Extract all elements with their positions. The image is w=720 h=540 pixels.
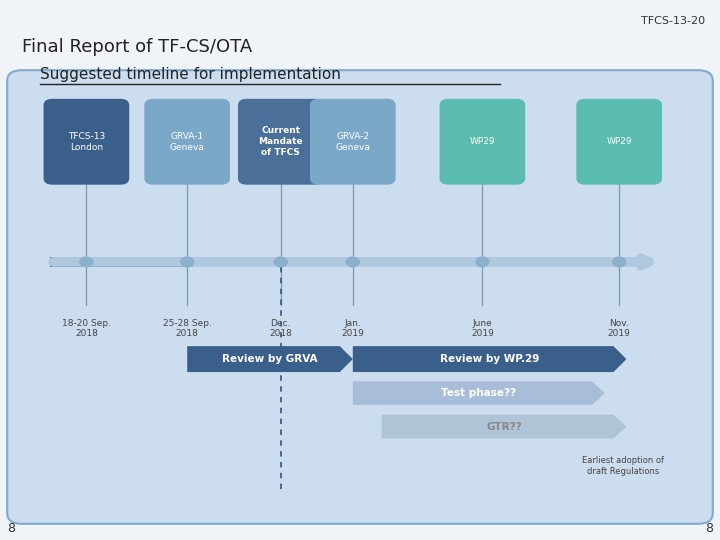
- Text: 18-20 Sep.
2018: 18-20 Sep. 2018: [62, 319, 111, 338]
- Text: Test phase??: Test phase??: [441, 388, 516, 398]
- Text: TFCS-13-20: TFCS-13-20: [642, 16, 706, 26]
- Text: June
2019: June 2019: [471, 319, 494, 338]
- Circle shape: [80, 257, 93, 267]
- Text: TFCS-13
London: TFCS-13 London: [68, 132, 105, 152]
- Text: Dec.
2018: Dec. 2018: [269, 319, 292, 338]
- Text: GRVA-2
Geneva: GRVA-2 Geneva: [336, 132, 370, 152]
- Text: Final Report of TF-CS/OTA: Final Report of TF-CS/OTA: [22, 38, 252, 56]
- Text: Nov.
2019: Nov. 2019: [608, 319, 631, 338]
- Text: Review by WP.29: Review by WP.29: [440, 354, 539, 364]
- Circle shape: [346, 257, 359, 267]
- Text: 8: 8: [705, 522, 713, 535]
- Text: 25-28 Sep.
2018: 25-28 Sep. 2018: [163, 319, 212, 338]
- Polygon shape: [353, 346, 626, 372]
- Text: GTR??: GTR??: [486, 422, 522, 431]
- Text: Current
Mandate
of TFCS: Current Mandate of TFCS: [258, 126, 303, 157]
- Text: Review by GRVA: Review by GRVA: [222, 354, 318, 364]
- FancyBboxPatch shape: [44, 99, 130, 185]
- Circle shape: [274, 257, 287, 267]
- FancyBboxPatch shape: [238, 99, 324, 185]
- Text: WP29: WP29: [606, 137, 632, 146]
- Text: WP29: WP29: [469, 137, 495, 146]
- FancyBboxPatch shape: [310, 99, 396, 185]
- Circle shape: [613, 257, 626, 267]
- Circle shape: [476, 257, 489, 267]
- Polygon shape: [187, 346, 353, 372]
- Text: Earliest adoption of
draft Regulations: Earliest adoption of draft Regulations: [582, 456, 664, 476]
- FancyBboxPatch shape: [7, 70, 713, 524]
- Text: 8: 8: [7, 522, 15, 535]
- Polygon shape: [353, 381, 605, 405]
- Text: Jan.
2019: Jan. 2019: [341, 319, 364, 338]
- FancyBboxPatch shape: [145, 99, 230, 185]
- Polygon shape: [382, 415, 626, 438]
- FancyBboxPatch shape: [440, 99, 526, 185]
- Text: Suggested timeline for implementation: Suggested timeline for implementation: [40, 68, 341, 83]
- FancyBboxPatch shape: [577, 99, 662, 185]
- Text: GRVA-1
Geneva: GRVA-1 Geneva: [170, 132, 204, 152]
- Circle shape: [181, 257, 194, 267]
